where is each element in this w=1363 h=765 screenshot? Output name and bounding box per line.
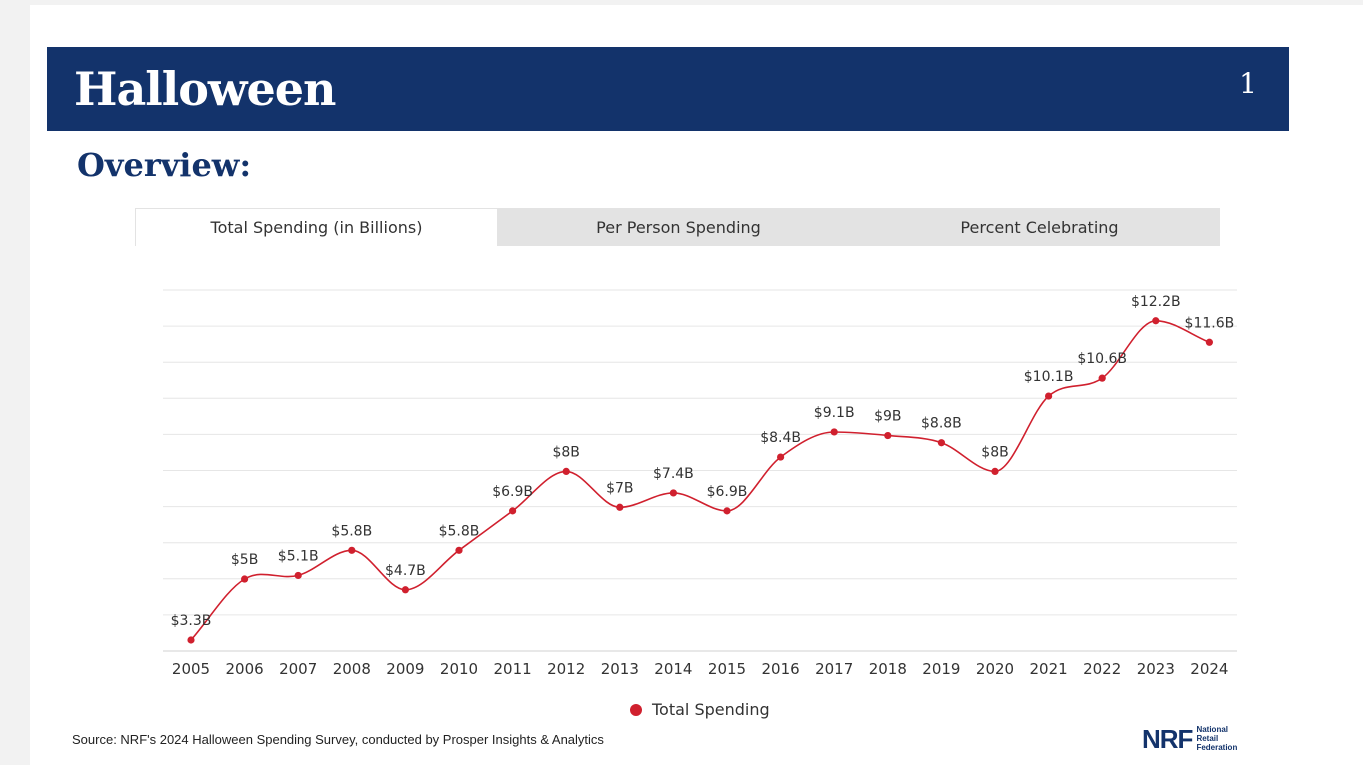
data-label: $8.8B: [921, 416, 962, 432]
x-tick-label: 2016: [762, 660, 800, 678]
data-point[interactable]: [723, 507, 731, 515]
data-point[interactable]: [1098, 374, 1106, 382]
data-points: [187, 317, 1213, 644]
logo-word: Retail: [1196, 734, 1219, 743]
logo-word: Federation: [1196, 743, 1238, 752]
data-label: $5.1B: [278, 548, 319, 564]
x-tick-label: 2020: [976, 660, 1014, 678]
data-label: $7B: [606, 480, 633, 496]
tab-total-spending[interactable]: Total Spending (in Billions): [135, 208, 498, 246]
page-title: Halloween: [74, 62, 336, 116]
tab-percent-celebrating[interactable]: Percent Celebrating: [960, 217, 1119, 237]
tab-per-person-spending[interactable]: Per Person Spending: [596, 217, 761, 237]
nrf-logo: NRF National Retail Federation: [1142, 725, 1237, 752]
data-point[interactable]: [348, 546, 356, 554]
data-point[interactable]: [187, 636, 195, 644]
source-note: Source: NRF's 2024 Halloween Spending Su…: [72, 732, 604, 747]
data-point[interactable]: [1045, 392, 1053, 400]
data-point[interactable]: [937, 439, 946, 447]
logo-words: National Retail Federation: [1196, 725, 1237, 752]
data-point[interactable]: [991, 467, 999, 476]
x-tick-label: 2021: [1030, 660, 1068, 678]
data-label: $4.7B: [385, 563, 426, 579]
x-axis-ticks: 2005 2006 2007 2008 2009 2010 2011 2012 2013 2014…: [172, 660, 1229, 678]
x-tick-label: 2010: [440, 660, 478, 678]
x-tick-label: 2015: [708, 660, 746, 678]
data-label: $8.4B: [760, 430, 801, 446]
logo-mark: NRF: [1142, 723, 1193, 754]
data-point[interactable]: [777, 453, 785, 461]
data-label: $8B: [552, 444, 579, 460]
header-banner: Halloween 1: [47, 47, 1289, 131]
data-point[interactable]: [830, 428, 838, 436]
x-tick-label: 2011: [494, 660, 532, 678]
data-label: $6.9B: [707, 484, 748, 500]
logo-word: National: [1196, 725, 1228, 734]
x-tick-label: 2024: [1190, 660, 1228, 678]
slide: [30, 5, 1363, 765]
x-tick-label: 2023: [1137, 660, 1175, 678]
x-tick-label: 2009: [386, 660, 424, 678]
data-label: $8B: [981, 444, 1008, 460]
x-tick-label: 2018: [869, 660, 907, 678]
data-label: $11.6B: [1185, 315, 1235, 331]
data-point[interactable]: [401, 586, 409, 594]
data-point[interactable]: [1152, 317, 1160, 325]
data-label: $9.1B: [814, 405, 855, 421]
chart-tabs: Total Spending (in Billions) Per Person …: [135, 208, 1220, 246]
data-point[interactable]: [241, 575, 249, 583]
data-point[interactable]: [669, 489, 678, 497]
legend-marker[interactable]: [630, 704, 642, 716]
x-tick-label: 2014: [654, 660, 692, 678]
x-tick-label: 2006: [226, 660, 264, 678]
data-point[interactable]: [616, 503, 624, 511]
data-label: $7.4B: [653, 466, 694, 482]
legend: Total Spending: [630, 700, 770, 719]
x-tick-label: 2007: [279, 660, 317, 678]
x-tick-label: 2005: [172, 660, 210, 678]
x-tick-label: 2019: [922, 660, 960, 678]
data-point[interactable]: [508, 507, 517, 515]
x-tick-label: 2017: [815, 660, 853, 678]
data-point[interactable]: [455, 546, 463, 554]
gridlines: [163, 289, 1237, 652]
x-tick-label: 2008: [333, 660, 371, 678]
section-title: Overview:: [77, 146, 252, 184]
page-number: 1: [1239, 67, 1257, 100]
data-label: $10.6B: [1077, 351, 1127, 367]
legend-label[interactable]: Total Spending: [651, 700, 770, 719]
data-label: $5.8B: [331, 523, 372, 539]
data-point[interactable]: [884, 431, 892, 440]
x-tick-label: 2022: [1083, 660, 1121, 678]
data-point[interactable]: [294, 571, 302, 580]
data-label: $5.8B: [439, 523, 480, 539]
x-tick-label: 2013: [601, 660, 639, 678]
data-label: $12.2B: [1131, 294, 1181, 310]
data-label: $3.3B: [171, 613, 212, 629]
data-point[interactable]: [562, 467, 570, 476]
data-label: $10.1B: [1024, 369, 1074, 385]
data-label: $9B: [874, 409, 901, 425]
x-tick-label: 2012: [547, 660, 585, 678]
data-label: $5B: [231, 552, 258, 568]
data-label: $6.9B: [492, 484, 533, 500]
data-labels: $3.3B $5B $5.1B $5.8B $4.7B $5.8B $6.9B $8B $7B $…: [171, 294, 1235, 629]
data-point[interactable]: [1205, 338, 1213, 346]
